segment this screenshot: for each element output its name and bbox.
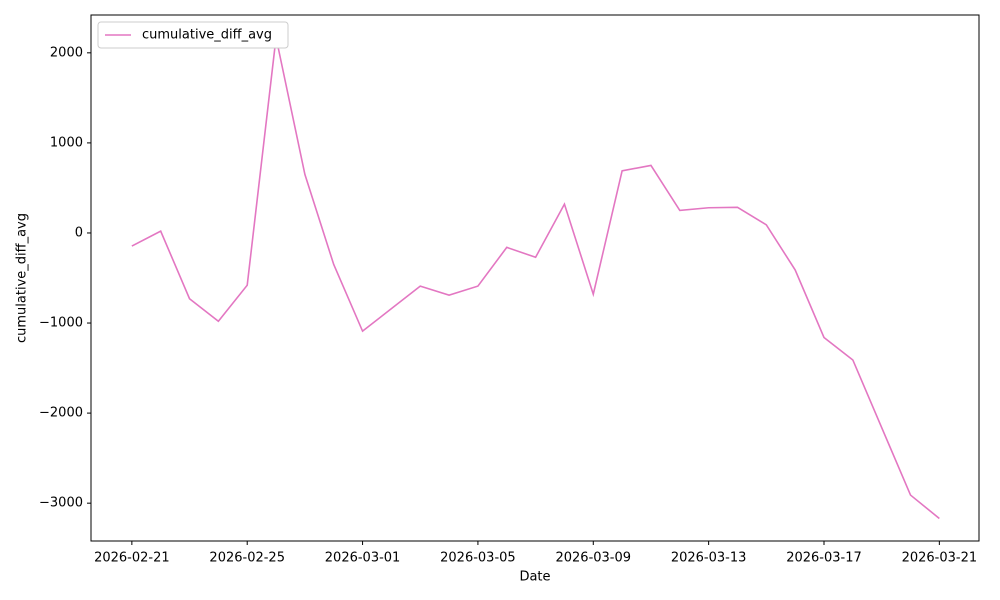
- y-tick-label: −3000: [39, 496, 83, 511]
- line: [131, 37, 940, 520]
- x-tick-label: 2026-03-09: [555, 551, 631, 566]
- y-tick-label: 2000: [50, 45, 83, 60]
- y-tick-label: −1000: [39, 316, 83, 331]
- x-tick-label: 2026-03-17: [786, 551, 862, 566]
- y-tick-label: 1000: [50, 135, 83, 150]
- y-tick-label: 0: [75, 225, 83, 240]
- plot-frame: [90, 14, 980, 542]
- legend-label: cumulative_diff_avg: [142, 28, 272, 43]
- y-tick-label: −2000: [39, 406, 83, 421]
- x-tick-label: 2026-02-21: [94, 551, 170, 566]
- x-axis-label: Date: [519, 570, 550, 585]
- x-tick-label: 2026-03-01: [325, 551, 401, 566]
- x-tick-label: 2026-03-21: [902, 551, 978, 566]
- legend-box: [97, 21, 289, 49]
- x-tick-label: 2026-03-13: [671, 551, 747, 566]
- x-tick-label: 2026-03-05: [440, 551, 516, 566]
- y-axis-label: cumulative_diff_avg: [15, 213, 30, 343]
- x-tick-label: 2026-02-25: [209, 551, 285, 566]
